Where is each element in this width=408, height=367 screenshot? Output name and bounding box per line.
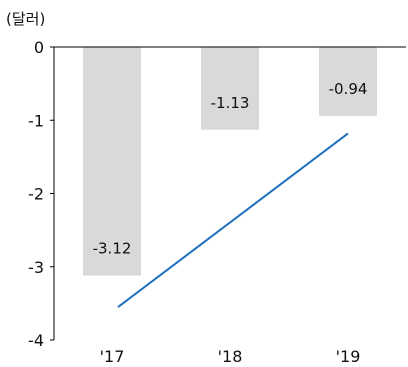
y-tick-label: -2 [28, 185, 44, 204]
bars [54, 46, 406, 276]
trend-line-group [117, 132, 349, 308]
x-tick-label: '19 [336, 347, 361, 366]
x-tick-label: '18 [218, 347, 243, 366]
trend-line [117, 132, 349, 308]
y-tick-label: -4 [28, 331, 44, 350]
bar [201, 47, 259, 130]
unit-label: (달러) [6, 10, 45, 28]
bar [319, 47, 377, 116]
x-axis: '17 '18 '19 [100, 347, 361, 366]
bar-value-label: -3.12 [93, 240, 132, 258]
y-tick-label: -1 [28, 111, 44, 130]
bar [83, 47, 141, 276]
bar-value-label: -0.94 [329, 80, 368, 98]
y-axis: 0 -1 -2 -3 -4 [28, 38, 55, 350]
x-tick-label: '17 [100, 347, 125, 366]
bar-value-label: -1.13 [211, 94, 250, 112]
y-tick-label: 0 [34, 38, 44, 57]
y-tick-label: -3 [28, 258, 44, 277]
bar-labels: -3.12 -1.13 -0.94 [93, 80, 368, 258]
